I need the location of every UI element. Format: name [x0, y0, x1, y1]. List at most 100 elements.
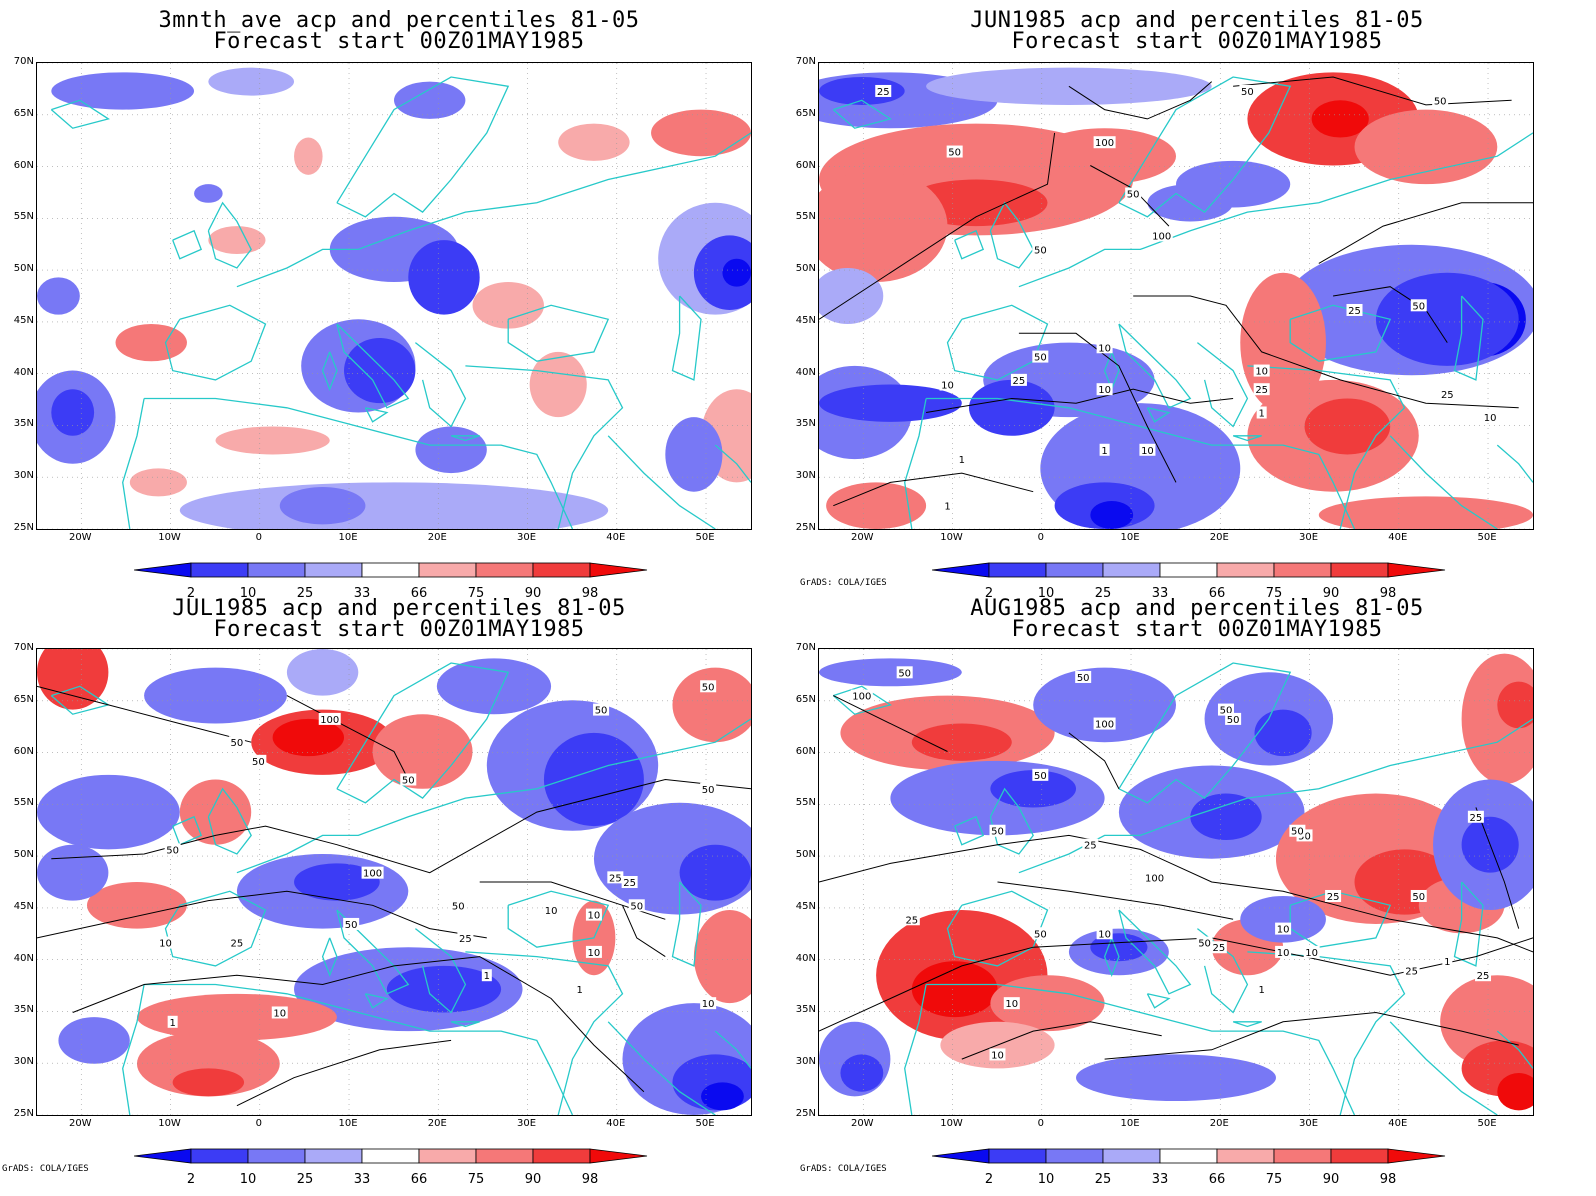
contour-label-bg: [1210, 941, 1227, 954]
lon-tick-label: 40E: [1388, 532, 1408, 543]
colorbar-segment: [1159, 1148, 1218, 1164]
lat-tick-label: 60N: [13, 745, 34, 757]
lon-tick-label: 20E: [427, 532, 447, 543]
coastline: [1118, 76, 1292, 218]
lat-tick-label: 70N: [795, 56, 816, 67]
contour-line: [1068, 732, 1120, 790]
contour-label-bg: [1253, 383, 1270, 396]
colorbar-segment: [475, 1148, 534, 1164]
colorbar-tick-label: 25: [1094, 1172, 1112, 1187]
colorbar-segment: [1216, 562, 1275, 578]
lon-tick-label: 10E: [338, 1118, 358, 1129]
colorbar: 2 10 25 33 66 75 90 98: [931, 560, 1452, 606]
colorbar-segment: [247, 562, 306, 578]
colorbar-segment: [1330, 1148, 1389, 1164]
colorbar-tick-label: 66: [410, 586, 428, 601]
contour-line: [833, 472, 1034, 507]
contour-label: 10: [1005, 999, 1018, 1010]
contour-label-bg: [450, 899, 467, 912]
contour-label: 50: [1127, 189, 1140, 200]
contour-label-bg: [946, 145, 963, 158]
percentile-shade: [1254, 709, 1312, 757]
coastline: [954, 815, 985, 846]
contour-label: 50: [1434, 96, 1447, 107]
percentile-shade: [415, 426, 487, 474]
contour-label: 1: [944, 502, 950, 513]
lat-tick-label: 40N: [13, 952, 34, 964]
contour-label: 10: [1098, 343, 1111, 354]
panel-3mnth-ave: 3mnth_ave acp and percentiles 81-05 Fore…: [0, 0, 798, 601]
coastline: [207, 201, 252, 269]
contour-label: 25: [1470, 813, 1483, 824]
lon-tick-label: 40E: [1388, 1118, 1408, 1129]
contour-label: 50: [252, 757, 265, 768]
panel-title-line1: 3mnth_ave acp and percentiles 81-05: [158, 8, 640, 33]
percentile-shade: [722, 258, 751, 287]
contour-line: [1333, 286, 1448, 343]
colorbar-tick-label: 10: [239, 1172, 257, 1187]
contour-label: 100: [1152, 231, 1171, 242]
contour-label-bg: [1196, 936, 1213, 949]
colorbar-tick-label: 98: [581, 1172, 599, 1187]
coastline: [1146, 407, 1171, 423]
contour-label: 50: [1198, 939, 1211, 950]
contour-label: 100: [1095, 720, 1114, 731]
coastline: [336, 909, 410, 995]
lon-tick-label: 10W: [940, 1118, 963, 1129]
percentile-shade: [679, 844, 751, 901]
map-svg: 25 50 100 50 50 50 50 100 25 50 10 50 25 10 10 25 10 1 1 10…: [819, 63, 1533, 529]
lat-tick-label: 60N: [795, 159, 816, 171]
lat-tick-label: 70N: [13, 642, 34, 653]
contour-label: 50: [345, 920, 358, 931]
contour-label: 10: [1305, 948, 1318, 959]
percentile-shade: [819, 170, 948, 283]
coastline: [414, 928, 467, 1014]
lat-tick-label: 45N: [795, 900, 816, 912]
percentile-shade: [1240, 272, 1326, 413]
coastline: [321, 937, 338, 978]
colorbar-arrow-left: [133, 562, 192, 578]
colorbar-segment: [190, 1148, 249, 1164]
contour-label-bg: [1003, 997, 1020, 1010]
contour-label-bg: [700, 997, 717, 1010]
lon-tick-label: 20W: [68, 1118, 92, 1129]
coastline: [507, 890, 610, 948]
percentile-shade: [179, 482, 609, 529]
colorbar-segment: [361, 1148, 420, 1164]
panel-title-line1: JUL1985 acp and percentiles 81-05: [172, 596, 626, 621]
percentile-shade: [701, 1082, 744, 1111]
lat-tick-label: 65N: [795, 107, 816, 119]
contour-label-bg: [1475, 969, 1492, 982]
contour-label: 10: [702, 999, 715, 1010]
lat-tick-label: 30N: [13, 470, 34, 482]
contour-label-bg: [621, 876, 638, 888]
lon-tick-label: 10E: [338, 532, 358, 543]
lon-tick-label: 0: [255, 532, 262, 543]
contour-label-bg: [1303, 945, 1320, 958]
contour-label: 50: [630, 901, 643, 912]
colorbar-segment: [361, 562, 420, 578]
map-svg: [37, 63, 751, 529]
contour-line: [1318, 202, 1533, 264]
coastline: [336, 323, 410, 409]
lon-tick-label: 50E: [695, 532, 715, 543]
contour-label-bg: [939, 378, 956, 391]
contour-label-bg: [1093, 717, 1116, 730]
contour-label: 50: [898, 668, 911, 679]
colorbar-segment: [1045, 562, 1104, 578]
coastline: [414, 342, 467, 428]
colorbar-tick-label: 25: [1094, 586, 1112, 601]
percentile-shade: [344, 337, 416, 404]
contour-label-bg: [1256, 983, 1267, 996]
panel-title-line1: JUN1985 acp and percentiles 81-05: [970, 8, 1424, 33]
contour-line: [1233, 76, 1512, 106]
contour-label-bg: [1432, 94, 1449, 107]
contour-label: 100: [363, 869, 382, 880]
percentile-shade: [394, 81, 466, 119]
percentile-shade: [294, 863, 380, 901]
percentile-shade: [926, 67, 1212, 105]
colorbar-segment: [532, 562, 591, 578]
coastline: [1196, 342, 1249, 428]
lat-tick-label: 40N: [795, 366, 816, 378]
percentile-shade: [819, 658, 962, 687]
